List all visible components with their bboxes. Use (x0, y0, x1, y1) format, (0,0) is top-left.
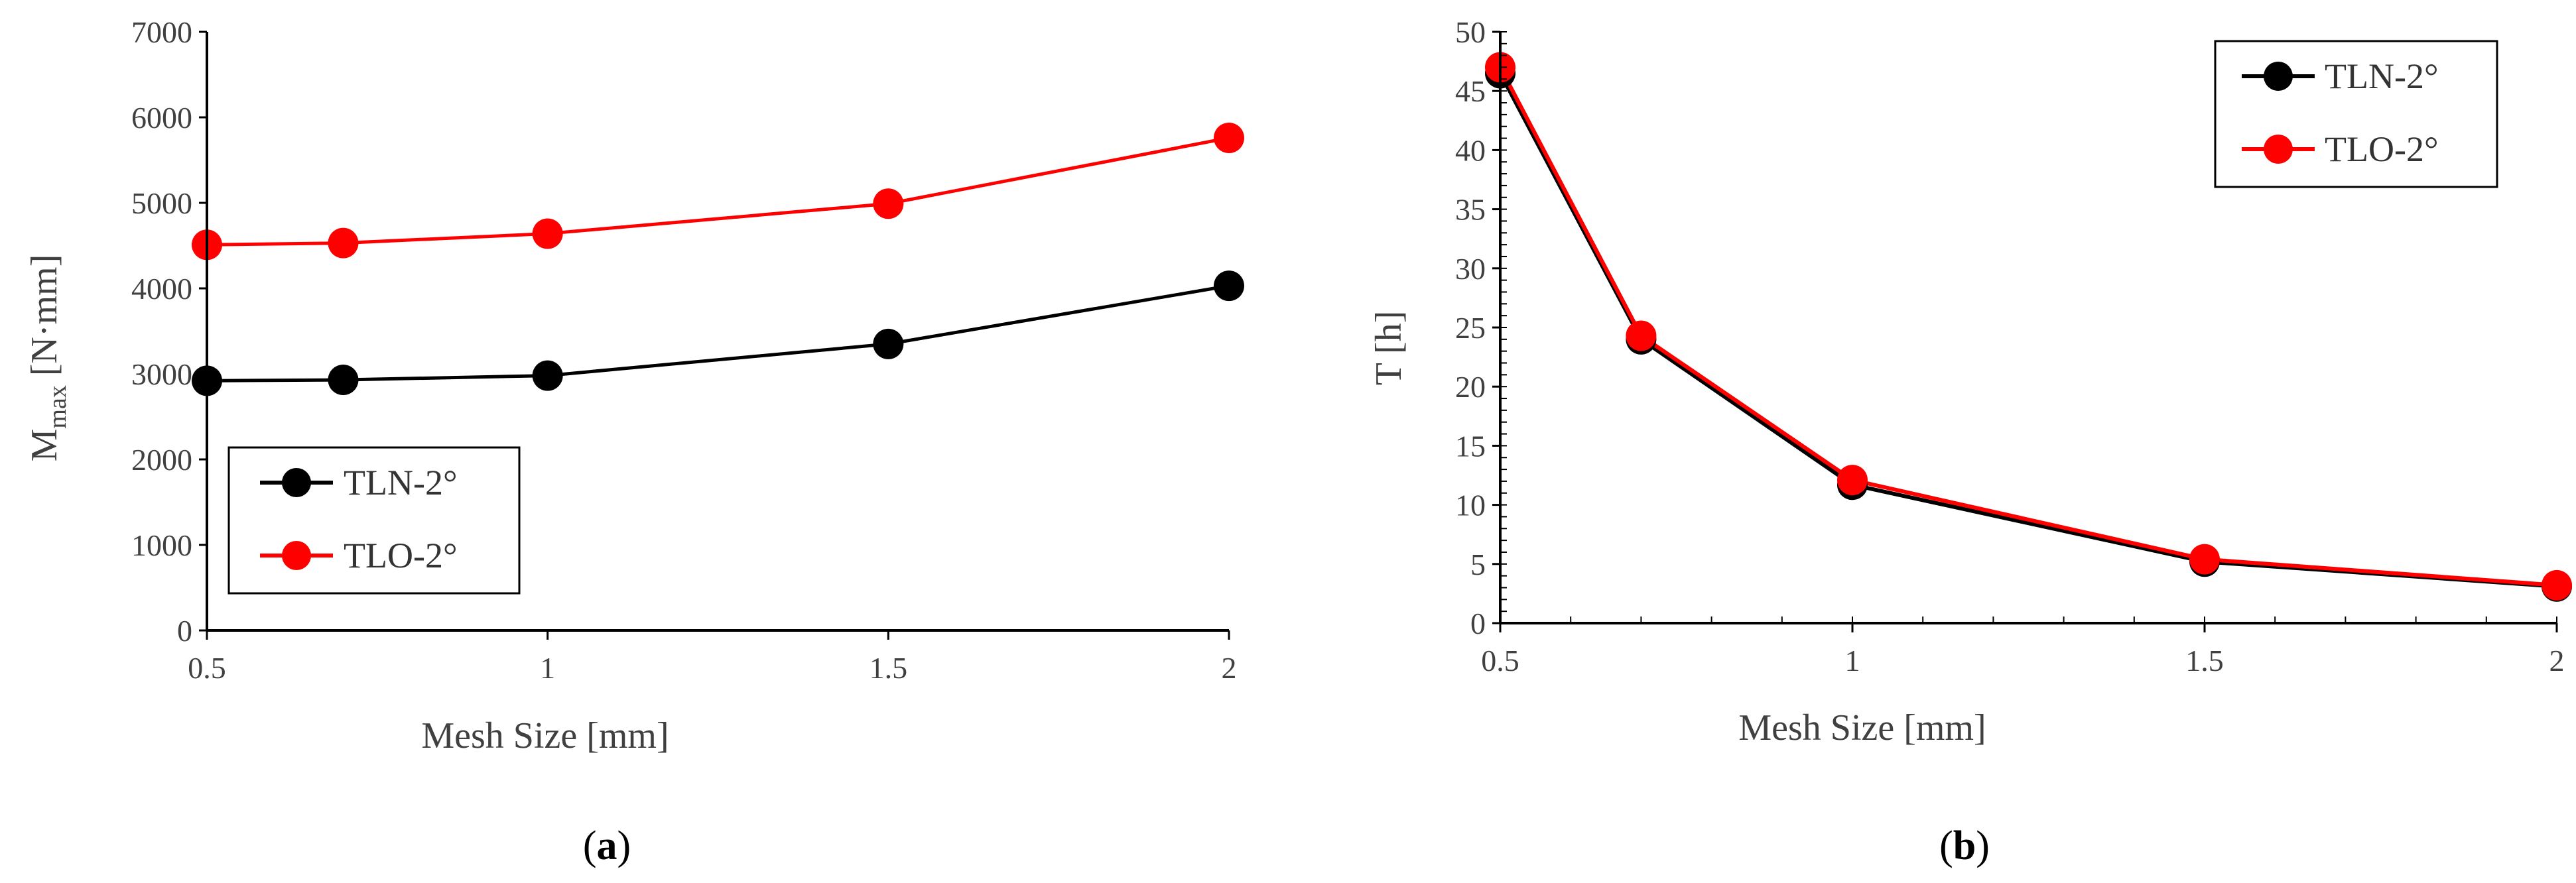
chart-b-ticks: 0 5 10 15 20 25 30 35 40 45 50 0.5 1 1.5 2 (1455, 15, 2565, 677)
chart-b-series-1-point (1837, 465, 1868, 496)
chart-a-xlabel: Mesh Size [mm] (421, 715, 669, 756)
chart-b-caption-close: ) (1976, 823, 1990, 868)
chart-b-caption-letter: b (1953, 823, 1976, 868)
chart-a-series-0-point (873, 328, 904, 359)
chart-a-series-1-point (1214, 122, 1244, 153)
chart-a-ytick-label: 4000 (131, 272, 192, 306)
chart-a-marks (192, 122, 1244, 396)
chart-a-legend-box (227, 446, 521, 595)
chart-b-legend-label-tlo: TLO-2° (2325, 129, 2439, 169)
chart-b-ytick-label: 5 (1470, 548, 1486, 581)
chart-a-axes (206, 32, 1229, 632)
chart-b-legend-marker-tlo (2264, 135, 2293, 164)
chart-a-series-line-0 (206, 284, 1230, 383)
chart-a-legend: TLN-2° TLO-2° (227, 446, 521, 595)
chart-a-xtick-label: 2 (1222, 651, 1237, 685)
chart-b-xtick-label: 0.5 (1481, 644, 1519, 677)
chart-b-legend-marker-tln (2264, 62, 2293, 91)
chart-a: 0 1000 2000 3000 4000 5000 6000 7000 0.5 1 1.5 2 Me… (24, 15, 1244, 868)
chart-a-ytick-label: 2000 (131, 443, 192, 477)
chart-a-ytick-label: 3000 (131, 357, 192, 391)
chart-a-ytick-label: 5000 (131, 186, 192, 220)
chart-a-ytick-label: 0 (177, 614, 192, 648)
chart-a-ytick-label: 1000 (131, 528, 192, 562)
chart-a-ytick-label: 7000 (131, 15, 192, 49)
chart-a-ticks: 0 1000 2000 3000 4000 5000 6000 7000 0.5 1 1.5 2 (131, 15, 1237, 685)
chart-b-xtick-label: 2 (2549, 644, 2565, 677)
chart-b-series-1-point (1626, 320, 1657, 351)
chart-a-ylabel-main: M (24, 429, 65, 462)
chart-a-xtick-label: 1.5 (869, 651, 908, 685)
chart-b-caption: (b) (1939, 823, 1990, 868)
chart-b-xtick-label: 1 (1845, 644, 1860, 677)
chart-a-series-1-point (328, 227, 359, 259)
chart-b-ytick-label: 45 (1455, 74, 1486, 108)
chart-a-legend-marker-tln (282, 468, 311, 497)
chart-b-ytick-label: 30 (1455, 252, 1486, 286)
chart-a-series-1-point (873, 188, 904, 219)
chart-b-legend-box (2214, 40, 2498, 188)
chart-b-xtick-label: 1.5 (2185, 644, 2224, 677)
chart-a-caption-letter: a (597, 823, 617, 868)
chart-a-legend-label-tlo: TLO-2° (344, 536, 458, 575)
chart-b-series-1-point (2189, 544, 2220, 575)
chart-a-legend-marker-tlo (282, 541, 311, 570)
chart-a-ytick-label: 6000 (131, 101, 192, 135)
chart-a-ylabel-sub: max (44, 385, 72, 428)
chart-b-ytick-label: 10 (1455, 489, 1486, 522)
chart-b-legend-label-tln: TLN-2° (2325, 56, 2439, 96)
chart-b: 0 5 10 15 20 25 30 35 40 45 50 0.5 1 1.5 2 Mesh Size [… (1368, 15, 2572, 868)
chart-b-legend: TLN-2° TLO-2° (2214, 40, 2498, 188)
chart-a-series-0-point (532, 360, 563, 391)
chart-a-xtick-label: 0.5 (188, 651, 226, 685)
chart-a-ylabel-units: [N·mm] (24, 255, 65, 386)
chart-a-series-0-point (1214, 270, 1244, 302)
chart-b-ytick-label: 25 (1455, 311, 1486, 345)
chart-b-ylabel: T [h] (1368, 311, 1409, 386)
chart-b-ytick-label: 50 (1455, 15, 1486, 49)
chart-b-ytick-label: 40 (1455, 133, 1486, 167)
chart-a-xtick-label: 1 (540, 651, 555, 685)
chart-b-ytick-label: 15 (1455, 429, 1486, 463)
chart-a-legend-label-tln: TLN-2° (344, 463, 458, 502)
chart-a-series-1-point (532, 218, 563, 249)
chart-a-series-line-1 (206, 136, 1230, 247)
chart-a-series-0-point (328, 365, 359, 396)
chart-a-caption: (a) (583, 823, 631, 868)
chart-a-ylabel: Mmax [N·mm] (24, 255, 72, 462)
chart-b-caption-open: ( (1939, 823, 1953, 868)
chart-b-ytick-label: 35 (1455, 193, 1486, 227)
chart-b-xlabel: Mesh Size [mm] (1738, 707, 1986, 748)
chart-b-marks (1485, 52, 2572, 602)
chart-a-caption-open: ( (583, 823, 597, 868)
chart-a-caption-close: ) (617, 823, 631, 868)
chart-b-ytick-label: 20 (1455, 370, 1486, 404)
chart-b-series-1-point (2542, 569, 2572, 601)
chart-b-ytick-label: 0 (1470, 607, 1486, 640)
